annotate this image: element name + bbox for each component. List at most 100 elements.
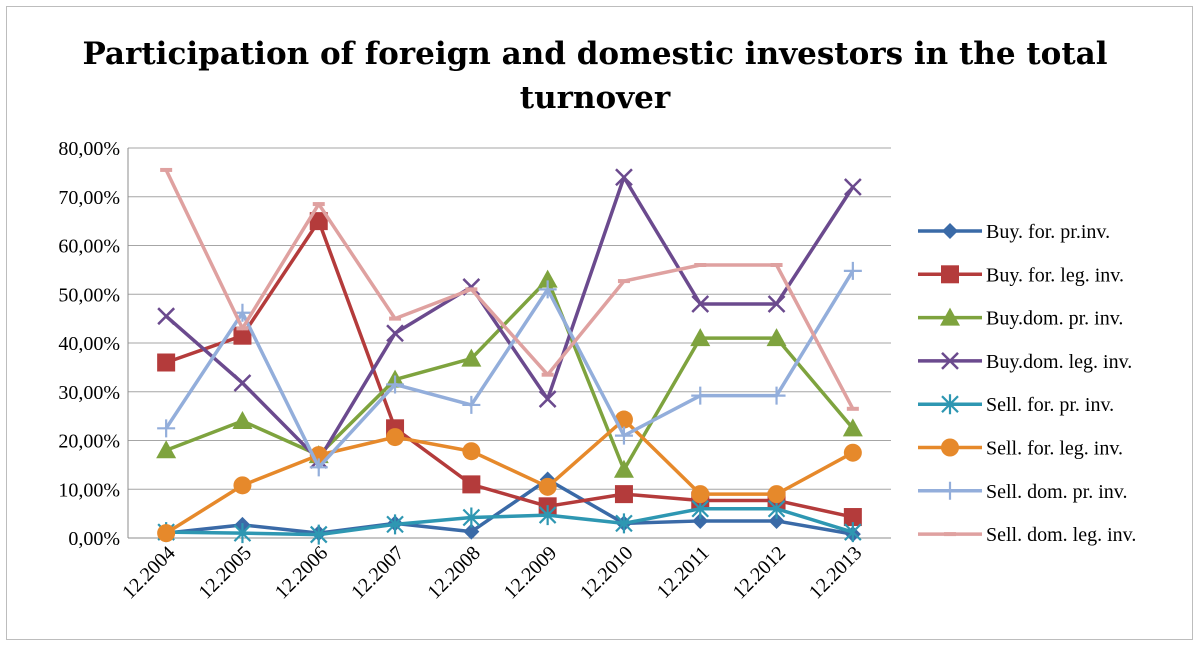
legend-label: Sell. for. leg. inv. xyxy=(986,438,1123,460)
data-point xyxy=(844,522,862,543)
data-point xyxy=(941,481,959,500)
series-5 xyxy=(157,410,862,543)
x-tick-label: 12.2004 xyxy=(118,542,180,604)
data-point xyxy=(941,352,959,370)
x-axis-ticks: 12.2004 12.2005 12.2006 12.2007 12.2008 12.20… xyxy=(118,542,866,604)
data-point xyxy=(537,269,558,288)
series-line xyxy=(166,507,854,537)
legend-item: Sell. for. leg. inv. xyxy=(918,438,1123,460)
legend-item: Sell. dom. leg. inv. xyxy=(918,524,1136,546)
legend-label: Buy.dom. leg. inv. xyxy=(986,351,1132,373)
data-point xyxy=(843,443,862,462)
data-point xyxy=(941,394,959,415)
data-point xyxy=(941,438,959,457)
series-2 xyxy=(156,269,863,478)
data-point xyxy=(942,223,958,239)
data-point xyxy=(538,390,557,408)
data-point xyxy=(691,295,710,313)
data-point xyxy=(843,261,862,280)
data-point xyxy=(386,324,404,343)
gridlines xyxy=(127,147,891,539)
data-point xyxy=(767,386,786,405)
data-point xyxy=(233,374,252,392)
legend-label: Buy. for. leg. inv. xyxy=(986,264,1124,286)
series-7 xyxy=(160,167,859,411)
data-point xyxy=(613,459,634,478)
y-tick-label: 30,00% xyxy=(58,382,120,404)
x-tick-label: 12.2005 xyxy=(194,542,256,604)
series-line xyxy=(165,477,854,536)
data-point xyxy=(538,477,557,496)
x-tick-label: 12.2007 xyxy=(347,542,409,604)
y-tick-label: 50,00% xyxy=(58,284,120,306)
y-tick-label: 70,00% xyxy=(58,187,120,209)
x-tick-label: 12.2013 xyxy=(805,542,867,604)
data-point xyxy=(538,280,557,299)
data-point xyxy=(233,326,252,345)
data-point xyxy=(156,440,177,459)
series-layer xyxy=(156,167,863,545)
data-point xyxy=(538,505,557,526)
data-point xyxy=(842,418,863,437)
data-point xyxy=(233,523,252,544)
series-line xyxy=(164,269,855,470)
data-point xyxy=(768,512,785,529)
series-line xyxy=(165,417,854,535)
x-tick-label: 12.2009 xyxy=(500,542,562,604)
data-point xyxy=(614,485,633,504)
y-tick-label: 80,00% xyxy=(58,138,120,160)
y-tick-label: 10,00% xyxy=(58,479,120,501)
x-tick-label: 12.2010 xyxy=(576,542,638,604)
data-point xyxy=(462,442,481,461)
data-point xyxy=(157,524,176,543)
legend-label: Sell. dom. pr. inv. xyxy=(986,481,1127,503)
y-tick-label: 60,00% xyxy=(58,236,120,258)
data-point xyxy=(691,386,710,405)
y-axis-ticks: 0,00% 10,00% 20,00% 30,00% 40,00% 50,00% 60,00… xyxy=(58,138,120,550)
legend-item: Sell. dom. pr. inv. xyxy=(918,481,1127,503)
data-point xyxy=(462,475,481,494)
data-point xyxy=(462,507,481,528)
series-line xyxy=(164,175,855,462)
y-tick-label: 0,00% xyxy=(68,528,120,550)
data-point xyxy=(157,419,176,438)
data-point xyxy=(232,411,253,429)
data-point xyxy=(386,428,405,447)
data-point xyxy=(614,426,633,445)
series-line xyxy=(165,219,854,519)
legend-label: Sell. dom. leg. inv. xyxy=(986,524,1136,546)
data-point xyxy=(157,307,176,326)
data-point xyxy=(309,524,328,545)
data-point xyxy=(386,375,405,394)
x-tick-label: 12.2011 xyxy=(653,542,714,603)
y-tick-label: 20,00% xyxy=(58,431,120,453)
legend-item: Buy. for. pr.inv. xyxy=(918,221,1110,243)
series-0 xyxy=(158,471,861,543)
chart-title: Participation of foreign and domestic in… xyxy=(82,36,1108,116)
data-point xyxy=(462,395,481,414)
data-point xyxy=(157,353,176,372)
legend-label: Buy.dom. pr. inv. xyxy=(986,308,1123,330)
series-line xyxy=(165,277,855,472)
data-point xyxy=(309,212,328,231)
data-point xyxy=(690,328,711,347)
legend-label: Sell. for. pr. inv. xyxy=(986,394,1114,416)
legend-item: Sell. for. pr. inv. xyxy=(918,394,1114,416)
data-point xyxy=(615,168,633,187)
series-6 xyxy=(157,261,862,477)
data-point xyxy=(767,295,786,313)
data-point xyxy=(691,485,710,504)
data-point xyxy=(233,476,252,495)
data-point xyxy=(615,513,633,534)
data-point xyxy=(463,523,480,540)
data-point xyxy=(461,348,482,367)
x-tick-label: 12.2012 xyxy=(729,542,791,604)
data-point xyxy=(941,265,959,284)
data-point xyxy=(940,307,960,326)
data-point xyxy=(843,178,862,196)
legend-item: Buy.dom. pr. inv. xyxy=(918,307,1123,330)
y-tick-label: 40,00% xyxy=(58,333,120,355)
legend: Buy. for. pr.inv. Buy. for. leg. inv. Buy.… xyxy=(918,221,1136,546)
data-point xyxy=(843,508,862,527)
